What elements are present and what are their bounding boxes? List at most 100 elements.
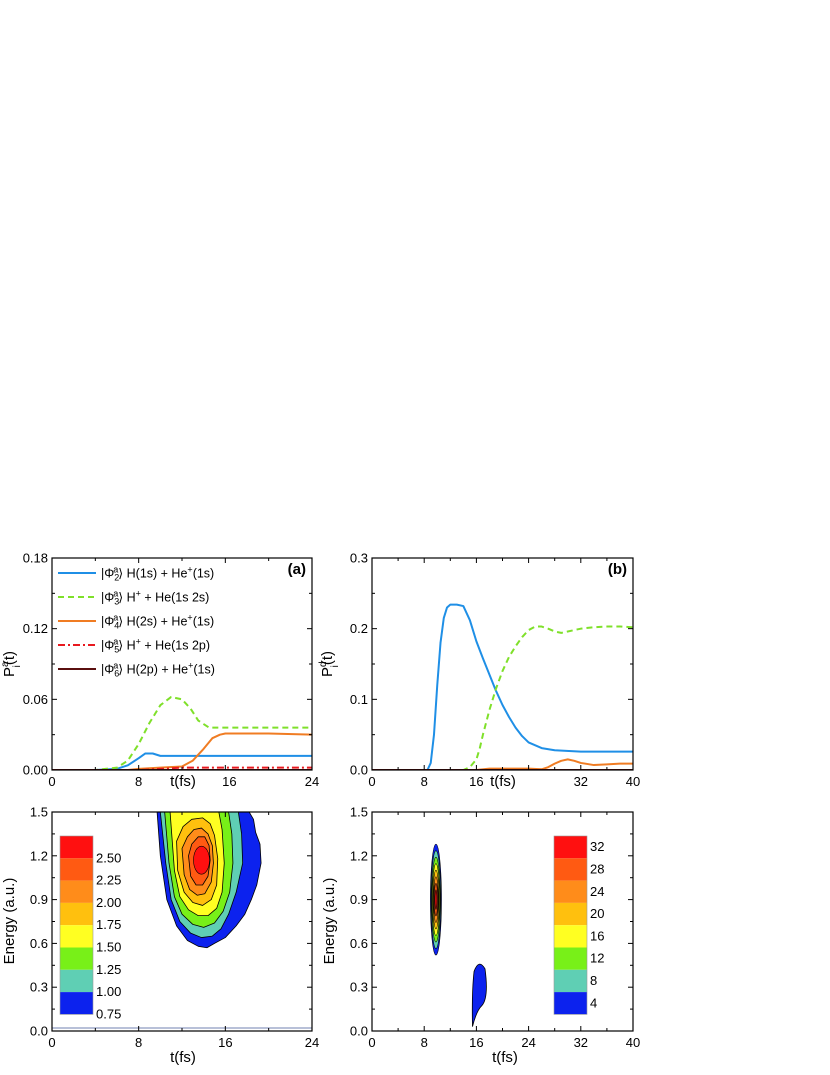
y-tick-label: 0.18 [23, 551, 48, 566]
y-tick-label: 1.2 [350, 848, 368, 863]
panel-label: (b) [608, 561, 627, 578]
legend-ion-charge: + [136, 589, 141, 599]
series-line-2 [52, 695, 312, 770]
y-label-subscript: i [12, 665, 23, 667]
colorbar-label: 1.50 [96, 940, 121, 955]
colorbar-frame [553, 835, 588, 1015]
colorbar-swatch [554, 925, 587, 948]
contour-map [430, 843, 487, 1027]
legend-ion-charge: + [187, 565, 192, 575]
legend-label: H(2p) + He [123, 663, 188, 677]
x-tick-label: 24 [521, 1035, 535, 1050]
colorbar-label: 8 [590, 973, 597, 988]
legend-ket-open: |Φ [101, 639, 114, 653]
x-tick-label: 8 [135, 1035, 142, 1050]
colorbar-label: 12 [590, 951, 604, 966]
colorbar-swatch [554, 858, 587, 881]
x-tick-label: 16 [218, 1035, 232, 1050]
legend-label-end: (1s) [193, 663, 215, 677]
y-tick-label: 0.9 [30, 892, 48, 907]
colorbar-swatch [60, 969, 93, 993]
colorbar-swatch [554, 947, 587, 970]
colorbar-frame [59, 835, 94, 1015]
legend-ket-open: |Φ [101, 567, 114, 581]
x-tick-label: 0 [48, 1035, 55, 1050]
legend-label-end: (1s) [193, 615, 215, 629]
plot-frame [371, 557, 634, 771]
colorbar-swatch [60, 902, 93, 926]
contour-map [52, 812, 312, 1029]
legend-label: H [123, 639, 136, 653]
series-group-1 [52, 695, 312, 770]
colorbar-swatch [60, 880, 93, 903]
colorbar-label: 1.75 [96, 917, 121, 932]
y-tick-label: 0.3 [350, 551, 368, 566]
axes-panel-2 [371, 557, 634, 771]
legend-state-sup: a [113, 589, 118, 599]
legend-label: H(2s) + He [123, 615, 187, 629]
colorbar-label: 1.00 [96, 984, 121, 999]
y-axis-label: Pdi(t) [318, 651, 341, 677]
legend-state-index: 3 [114, 597, 119, 607]
x-tick-label: 32 [574, 774, 588, 789]
legend-ion-charge: + [187, 613, 192, 623]
legend-label: H(1s) + He [123, 567, 187, 581]
series-line-3 [52, 732, 312, 770]
x-tick-label: 8 [421, 1035, 428, 1050]
y-tick-label: 1.5 [350, 805, 368, 820]
legend-state-sup: a [113, 565, 118, 575]
y-axis-label: Pai(t) [0, 651, 23, 677]
axes-panel-3 [51, 811, 313, 1032]
blob-contour [471, 963, 487, 1027]
legend-state-index: 5 [114, 645, 119, 655]
x-tick-label: 40 [626, 1035, 640, 1050]
legend-label-end: (1s) [193, 567, 215, 581]
legend-entry-5: |Φ6a⟩ H(2p) + He+(1s) [101, 661, 215, 679]
blob-contour [434, 889, 438, 910]
colorbar-swatch [554, 902, 587, 926]
x-tick-label: 32 [574, 1035, 588, 1050]
legend-ion-charge: + [136, 637, 141, 647]
legend-entry-4: |Φ5a⟩ H+ + He(1s 2p) [101, 637, 210, 655]
legend-ket-open: |Φ [101, 663, 114, 677]
y-label-tail: (t) [1, 651, 18, 665]
legend-entry-1: |Φ2a⟩ H(1s) + He+(1s) [101, 565, 214, 583]
y-label-symbol: P [319, 667, 336, 677]
colorbar [59, 835, 94, 1015]
y-tick-label: 0.12 [23, 621, 48, 636]
y-tick-label: 1.5 [30, 805, 48, 820]
colorbar-label: 20 [590, 906, 604, 921]
colorbar-label: 0.75 [96, 1006, 121, 1021]
colorbar-swatch [60, 858, 93, 881]
y-label-subscript: i [330, 665, 341, 667]
y-tick-label: 0.2 [350, 621, 368, 636]
series-line-3 [372, 758, 633, 770]
contour-peak [193, 845, 210, 875]
colorbar-label: 16 [590, 928, 604, 943]
legend: |Φ2a⟩ H(1s) + He+(1s) |Φ3a⟩ H+ + He(1s 2s… [58, 565, 215, 679]
y-axis-label: Energy (a.u.) [1, 878, 18, 965]
y-label-superscript: d [318, 661, 329, 667]
legend-ket-close: ⟩ [118, 567, 123, 581]
colorbar-label: 2.00 [96, 895, 121, 910]
colorbar-swatch [60, 992, 93, 1015]
axes-panel-1 [51, 557, 313, 771]
legend-label-end: + He(1s 2p) [141, 639, 210, 653]
legend-state-index: 6 [114, 669, 119, 679]
axes-panel-4 [371, 811, 634, 1032]
y-tick-label: 0.0 [30, 1024, 48, 1039]
x-axis-label: t(fs) [490, 773, 516, 790]
colorbar-swatch [60, 836, 93, 859]
legend-ket-close: ⟩ [118, 663, 123, 677]
x-axis-label: t(fs) [492, 1049, 518, 1066]
x-tick-label: 16 [222, 774, 236, 789]
x-tick-label: 40 [626, 774, 640, 789]
x-tick-label: 8 [421, 774, 428, 789]
x-tick-label: 0 [48, 774, 55, 789]
colorbar [553, 835, 588, 1015]
x-tick-label: 24 [305, 774, 319, 789]
y-tick-label: 0.6 [350, 936, 368, 951]
y-tick-label: 0.3 [30, 980, 48, 995]
legend-ket-open: |Φ [101, 591, 114, 605]
legend-entry-2: |Φ3a⟩ H+ + He(1s 2s) [101, 589, 209, 607]
